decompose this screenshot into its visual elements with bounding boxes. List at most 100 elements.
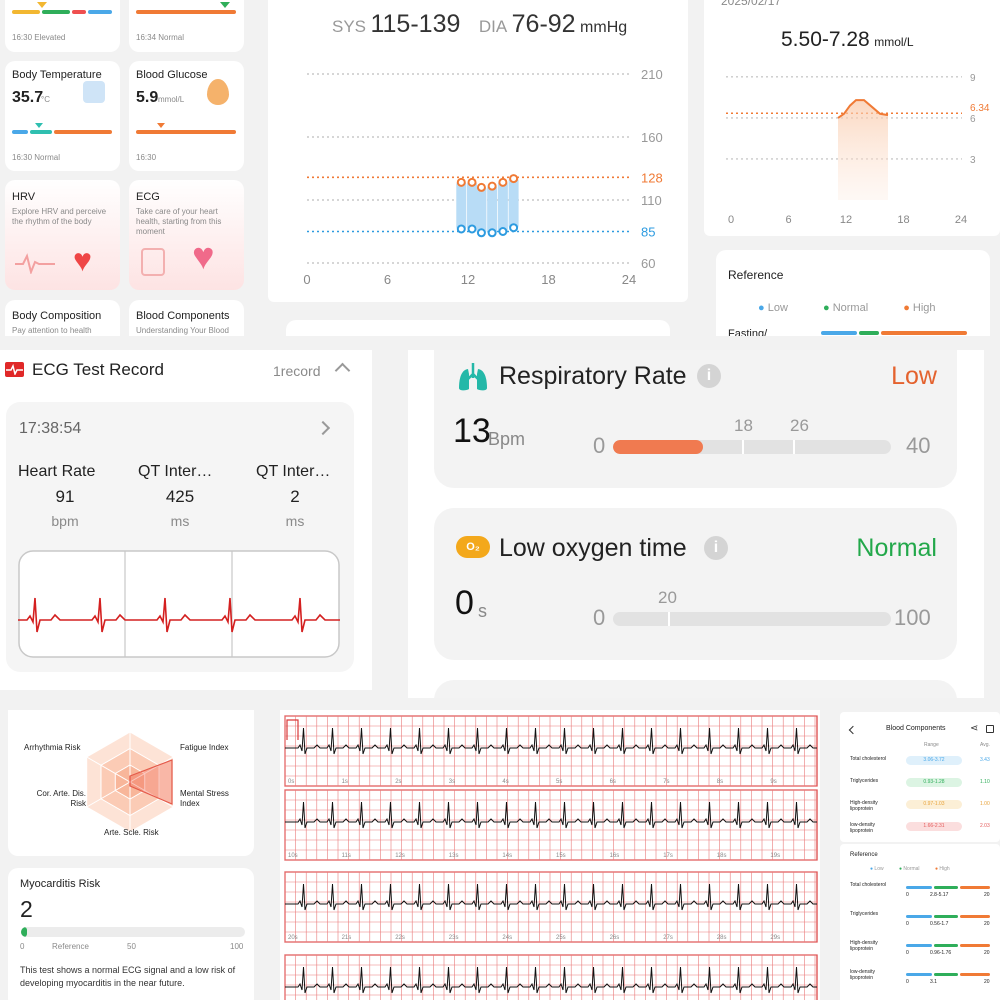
component-name: Total cholesterol <box>850 756 887 762</box>
blood-component-row[interactable]: Total cholesterol 3.06-3.72 3.43 <box>850 756 996 774</box>
tile-top-right[interactable]: 16:34 Normal <box>129 0 244 52</box>
back-arrow-icon[interactable] <box>848 725 858 735</box>
metric-label: Heart Rate <box>18 463 96 480</box>
bp-sys-point <box>476 182 486 192</box>
legend-low-dot: ● <box>870 866 874 872</box>
blood-components-header-card: Blood Components ⋖ Range Avg. Total chol… <box>840 712 1000 842</box>
marker-arrow-icon <box>37 2 47 8</box>
ref-min: 0 <box>906 892 909 898</box>
tile-value: 5.9 <box>136 89 159 106</box>
glucose-y-tick: 6 <box>970 114 976 125</box>
blood-component-row[interactable]: Triglycerides 0.93-1.28 1.10 <box>850 778 996 796</box>
blood-reference-card: Reference ● Low ● Normal ● High Total ch… <box>840 844 1000 1000</box>
ecg-strip-time-label: 2s <box>395 779 401 785</box>
panel-health-tiles: 16:30 Elevated 16:34 Normal Body Tempera… <box>0 0 258 336</box>
glucose-date: 2025/02/17 <box>721 0 782 8</box>
tile-body-temperature[interactable]: Body Temperature 35.7 °C 16:30 Normal <box>5 61 120 171</box>
myocarditis-title: Myocarditis Risk <box>20 878 101 890</box>
blood-component-row[interactable]: High-density lipoprotein 0.97-1.03 1.00 <box>850 800 996 818</box>
ref-bar-high <box>960 886 990 889</box>
metric-unit: ms <box>170 513 190 529</box>
tile-value: 35.7 <box>12 89 44 106</box>
ecg-strip-wave <box>285 883 817 911</box>
scale-max: 100 <box>894 605 931 630</box>
chevron-right-icon[interactable] <box>315 420 331 436</box>
glucose-area <box>838 100 888 200</box>
glucose-reference-card: Reference ● Low ● Normal ● High Fasting/ <box>716 250 990 336</box>
metric-value: 2 <box>290 487 300 506</box>
glucose-x-tick: 12 <box>840 214 852 226</box>
ref-min: 0 <box>906 950 909 956</box>
ref-bar-normal <box>934 886 958 889</box>
reference-name: Total cholesterol <box>850 882 887 888</box>
panel-ecg-record: ECG Test Record 1record 17:38:54 Heart R… <box>0 350 372 690</box>
scale-0: 0 <box>20 942 25 951</box>
bp-bar <box>476 187 487 233</box>
ref-min: 0 <box>906 921 909 927</box>
low-oxygen-card[interactable]: O₂ Low oxygen time i Normal 0 s 0 100 20 <box>434 508 957 660</box>
waveform-icon <box>15 253 55 274</box>
ecg-strip-time-label: 4s <box>502 779 508 785</box>
collapse-chevron-icon[interactable] <box>334 362 351 379</box>
tile-body-composition[interactable]: Body Composition Pay attention to health <box>5 300 120 336</box>
glucose-range: 5.50-7.28 <box>781 28 870 51</box>
ecg-strip-time-label: 6s <box>610 779 616 785</box>
ecg-strip-frame <box>284 954 818 1000</box>
ref-bar-normal <box>934 944 958 947</box>
legend-low: Low <box>874 866 884 872</box>
ecg-strip-frame <box>284 789 818 861</box>
panel-ecg-strips: 0s 1s 2s 3s 4s 5s 6s 7s 8s 9s 10s 11s 12s 13s 14s 15s 16… <box>280 710 820 1000</box>
heart-icon: ♥ <box>192 236 215 278</box>
legend-normal-dot: ● <box>899 866 903 872</box>
tile-unit: mmol/L <box>158 95 185 104</box>
bp-chart: 210 160 128 110 85 60 0 6 12 18 24 <box>303 67 663 287</box>
panel-blood-components: Blood Components ⋖ Range Avg. Total chol… <box>836 710 1000 1000</box>
tile-ecg[interactable]: ECG Take care of your heart health, star… <box>129 180 244 290</box>
blood-components-title: Blood Components <box>886 725 946 732</box>
blood-component-row[interactable]: low-density lipoprotein 1.66-2.31 2.03 <box>850 822 996 840</box>
ecg-strip-wave <box>285 966 817 994</box>
legend-normal: Normal <box>903 866 920 872</box>
respiratory-rate-card[interactable]: Respiratory Rate i Low 13 Bpm 0 40 18 26 <box>434 350 957 488</box>
ref-max: 20 <box>984 892 990 898</box>
ecg-strip-time-label: 26s <box>610 935 620 941</box>
radar-label-arte-scle: Arte. Scle. Risk <box>104 828 159 837</box>
myocarditis-scale-bar <box>21 927 245 937</box>
ecg-strip-wave <box>285 801 817 829</box>
tile-top-left[interactable]: 16:30 Elevated <box>5 0 120 52</box>
low-oxygen-unit: s <box>478 601 487 621</box>
blood-drop-icon <box>207 79 229 105</box>
component-avg: 1.10 <box>980 779 990 785</box>
ecg-strip-time-label: 18s <box>717 853 727 859</box>
reference-name: Triglycerides <box>850 911 879 917</box>
tile-blood-components[interactable]: Blood Components Understanding Your Bloo… <box>129 300 244 336</box>
bp-x-tick: 0 <box>303 272 310 287</box>
ecg-strip-time-label: 23s <box>449 935 459 941</box>
scale-tick-26: 26 <box>790 416 809 435</box>
glucose-x-tick: 24 <box>955 214 967 226</box>
respiratory-status: Low <box>891 362 937 390</box>
ecg-strip-time-label: 24s <box>502 935 512 941</box>
panel-respiratory: Respiratory Rate i Low 13 Bpm 0 40 18 26… <box>408 350 984 698</box>
bp-y-tick: 210 <box>641 67 663 82</box>
ecg-record-card[interactable]: 17:38:54 Heart Rate 91 bpm QT Inter… 425… <box>6 402 354 672</box>
reference-title: Reference <box>728 268 784 282</box>
calendar-icon[interactable] <box>986 725 994 733</box>
ecg-waveform-preview <box>18 550 340 658</box>
tile-desc: Take care of your heart health, starting… <box>136 207 222 236</box>
metric-heart-rate: Heart Rate 91 bpm <box>14 463 124 529</box>
marker-arrow-icon <box>157 123 165 128</box>
tile-hrv[interactable]: HRV Explore HRV and perceive the rhythm … <box>5 180 120 290</box>
ecg-strip-time-label: 14s <box>502 853 512 859</box>
ecg-strip-time-label: 0s <box>288 779 294 785</box>
reference-title: Reference <box>850 852 878 858</box>
info-icon[interactable]: i <box>697 364 721 388</box>
ecg-strip-time-label: 17s <box>663 853 673 859</box>
info-icon[interactable]: i <box>704 536 728 560</box>
glucose-x-tick: 6 <box>785 214 791 226</box>
tile-blood-glucose[interactable]: Blood Glucose 5.9 mmol/L 16:30 <box>129 61 244 171</box>
col-range-header: Range <box>924 742 939 748</box>
share-icon[interactable]: ⋖ <box>970 723 979 734</box>
glucose-card: 2025/02/17 5.50-7.28 mmol/L 9 6 3 6.34 0 6 12 1… <box>704 0 1000 236</box>
tile-time: 16:34 Normal <box>136 33 185 42</box>
